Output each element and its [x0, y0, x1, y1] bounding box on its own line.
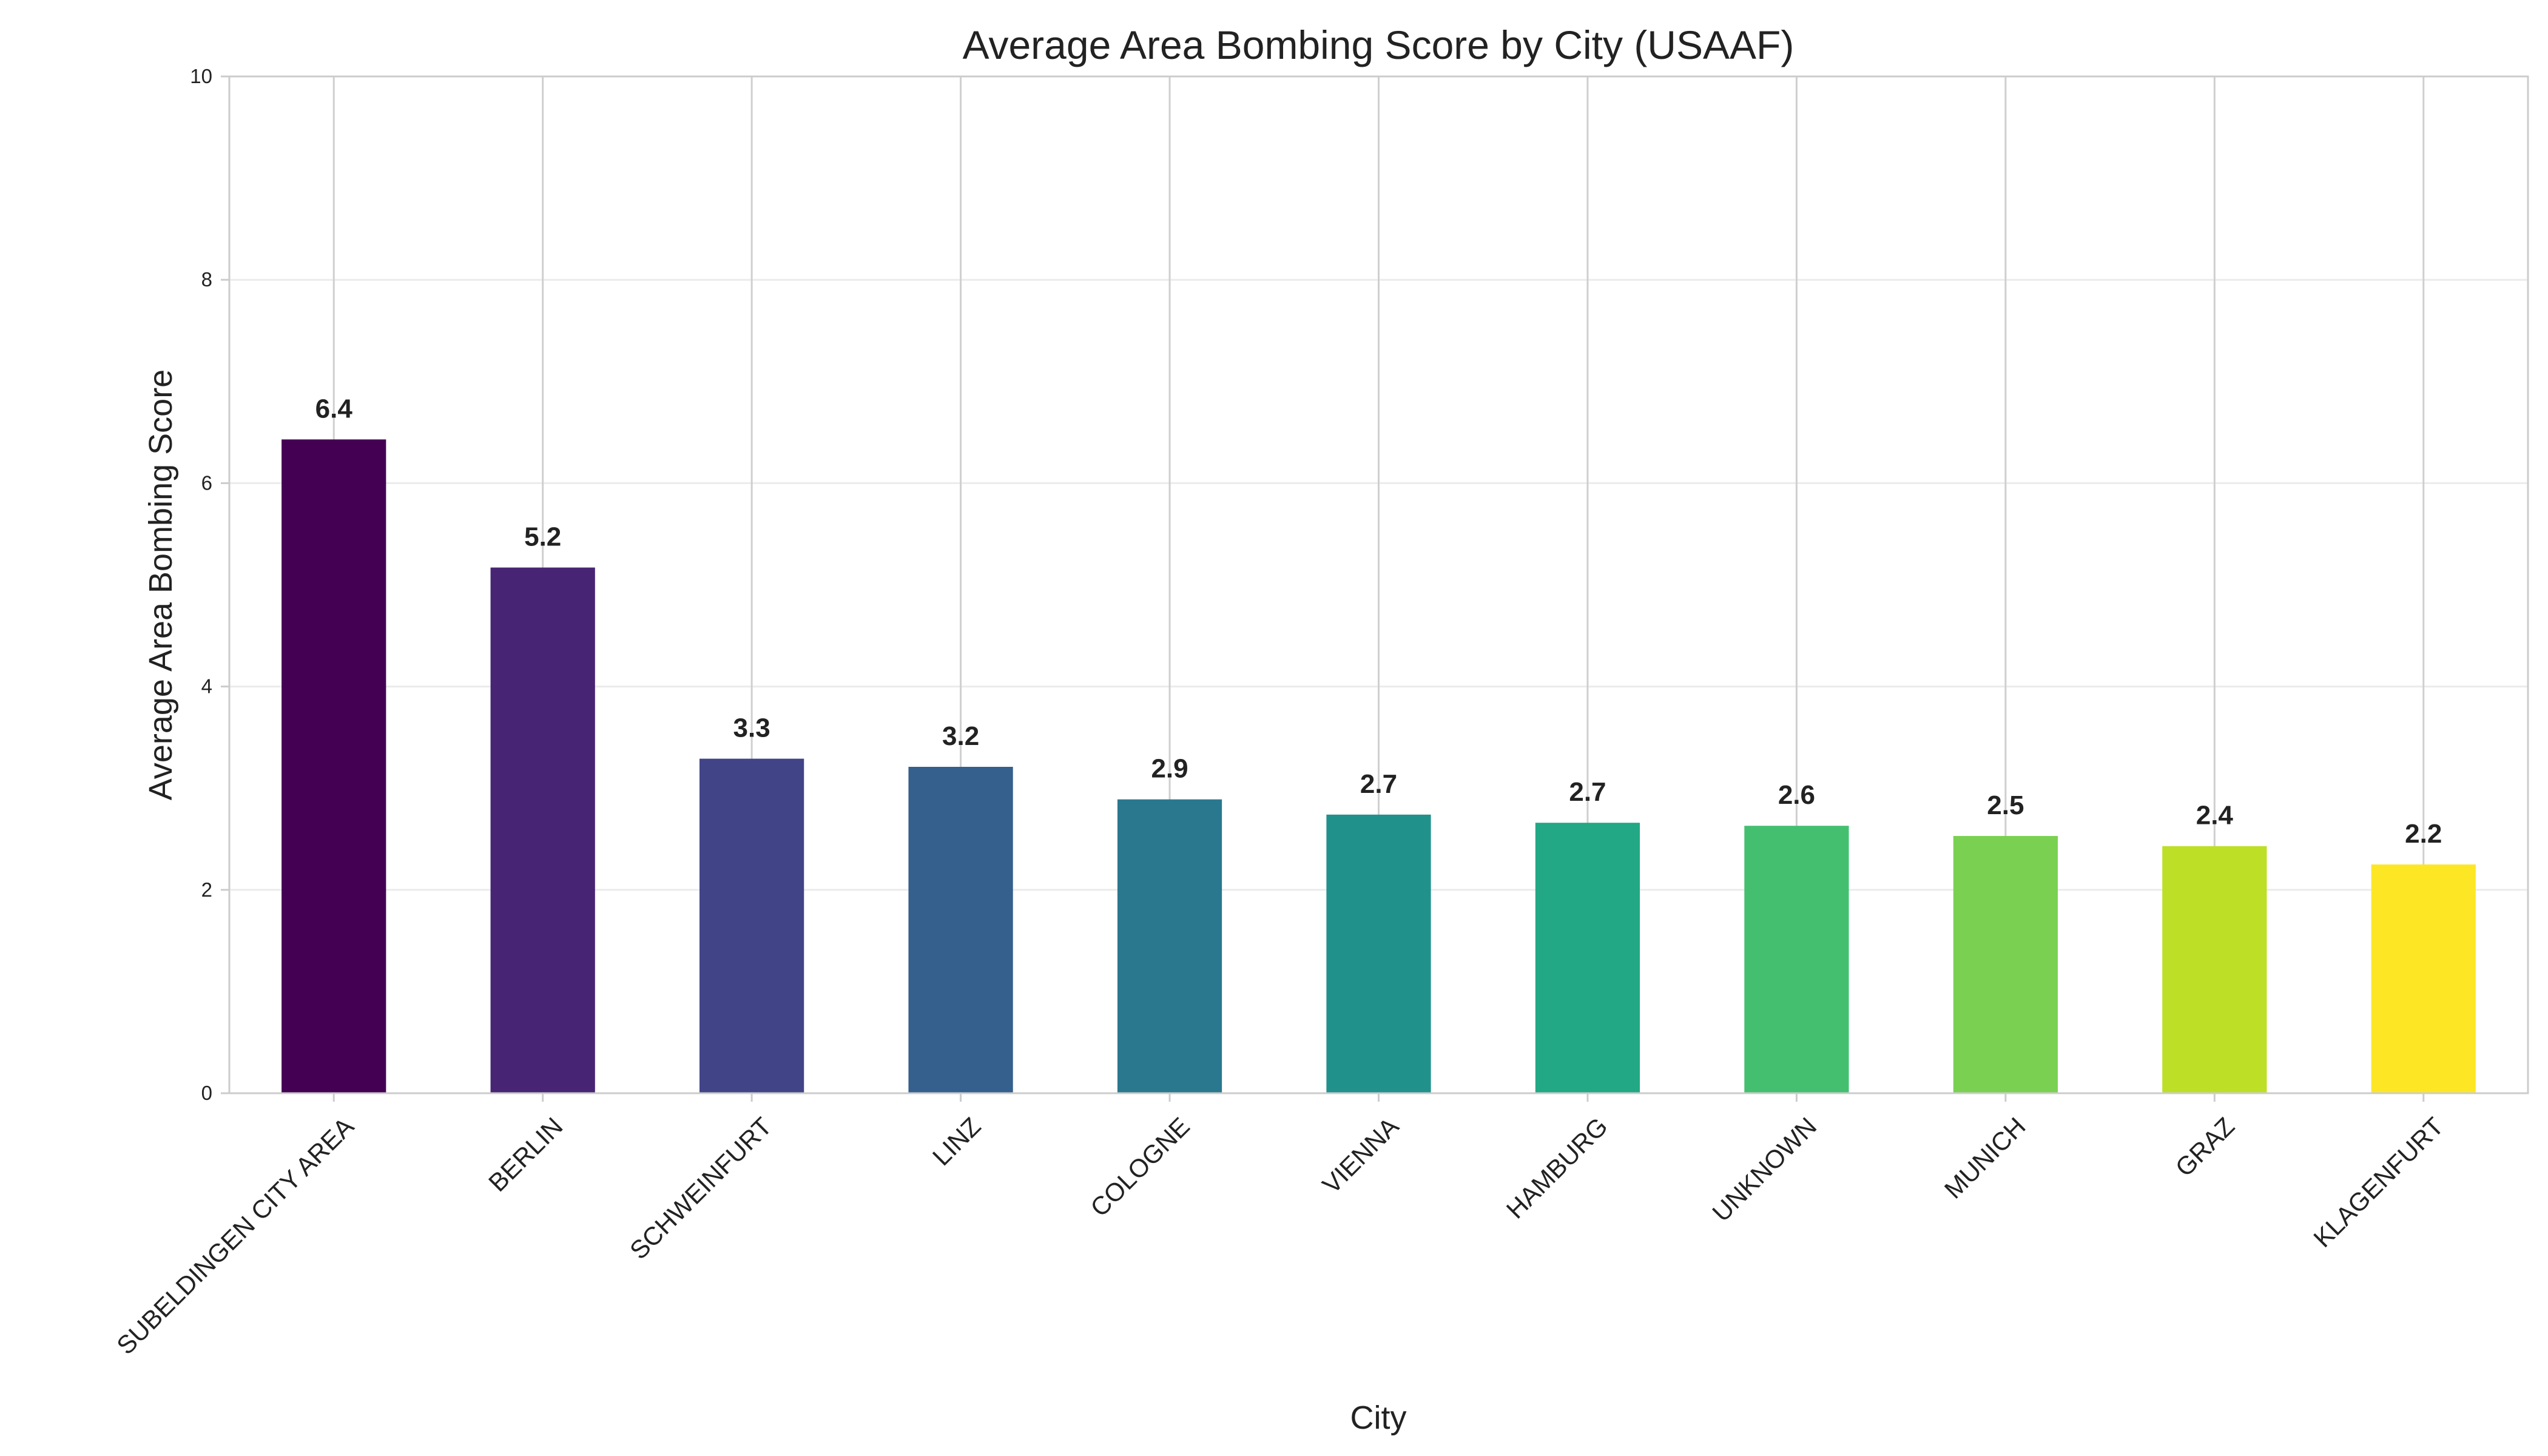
x-axis-label: City: [1350, 1400, 1407, 1436]
y-tick-label: 0: [201, 1082, 212, 1104]
plot-frame: [228, 75, 2529, 1094]
bar-value-label: 2.7: [1569, 777, 1606, 807]
bar: [908, 767, 1013, 1093]
bar: [1535, 823, 1640, 1093]
y-tick-label: 2: [201, 878, 212, 901]
bar: [2371, 864, 2476, 1093]
bar: [2162, 846, 2267, 1093]
y-tick-label: 6: [201, 471, 212, 494]
bar-value-label: 2.7: [1360, 769, 1397, 799]
bar: [1953, 835, 2058, 1093]
bar-value-label: 6.4: [315, 394, 353, 423]
bar-value-label: 2.4: [2196, 801, 2234, 831]
bar-value-label: 5.2: [524, 522, 561, 552]
y-tick-label: 4: [201, 675, 212, 698]
bar-value-label: 2.9: [1151, 754, 1188, 784]
bar: [1117, 799, 1222, 1093]
y-tick-label: 8: [201, 268, 212, 291]
chart-title: Average Area Bombing Score by City (USAA…: [963, 22, 1795, 67]
bar-value-label: 2.6: [1778, 780, 1815, 810]
bar-value-label: 3.3: [733, 713, 770, 743]
bar: [699, 758, 804, 1093]
y-axis-label: Average Area Bombing Score: [143, 369, 179, 800]
bar: [1744, 826, 1849, 1093]
bar-value-label: 2.5: [1987, 790, 2024, 820]
bar: [1326, 814, 1431, 1093]
bar-value-label: 3.2: [942, 721, 979, 751]
value-labels: 6.4 5.2 3.3 3.2 2.9 2.7 2.7 2.6 2.5 2.4 2.2: [315, 394, 2442, 849]
y-tick-label: 10: [190, 65, 212, 87]
bars: [281, 439, 2476, 1093]
bar-value-label: 2.2: [2405, 819, 2442, 849]
bar: [490, 567, 595, 1093]
bar: [281, 439, 386, 1093]
